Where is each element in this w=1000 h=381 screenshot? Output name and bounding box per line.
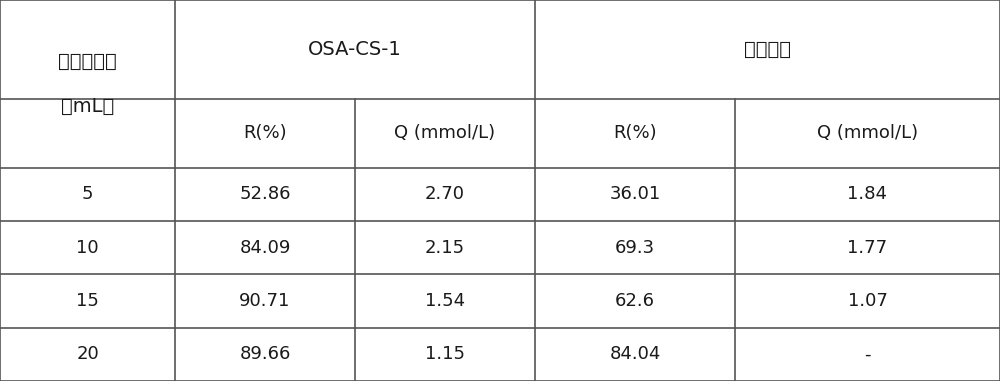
Text: 2.15: 2.15 [425,239,465,257]
Text: R(%): R(%) [243,124,287,142]
Text: Q (mmol/L): Q (mmol/L) [817,124,918,142]
Text: 84.09: 84.09 [239,239,291,257]
Text: 吸附剂用量: 吸附剂用量 [58,51,117,70]
Text: 36.01: 36.01 [609,185,661,203]
Text: 90.71: 90.71 [239,292,291,310]
Text: 10: 10 [76,239,99,257]
Text: 1.77: 1.77 [847,239,888,257]
Text: 69.3: 69.3 [615,239,655,257]
Text: 1.15: 1.15 [425,345,465,363]
Text: 2.70: 2.70 [425,185,465,203]
Text: 84.04: 84.04 [609,345,661,363]
Text: -: - [864,345,871,363]
Text: 1.54: 1.54 [425,292,465,310]
Text: 1.07: 1.07 [848,292,887,310]
Text: 89.66: 89.66 [239,345,291,363]
Text: OSA-CS-1: OSA-CS-1 [308,40,402,59]
Text: 15: 15 [76,292,99,310]
Text: 20: 20 [76,345,99,363]
Text: （mL）: （mL） [61,97,114,116]
Text: 1.84: 1.84 [847,185,888,203]
Text: 海藻酸钠: 海藻酸钠 [744,40,791,59]
Text: 52.86: 52.86 [239,185,291,203]
Text: 5: 5 [82,185,93,203]
Text: Q (mmol/L): Q (mmol/L) [394,124,496,142]
Text: 62.6: 62.6 [615,292,655,310]
Text: R(%): R(%) [613,124,657,142]
